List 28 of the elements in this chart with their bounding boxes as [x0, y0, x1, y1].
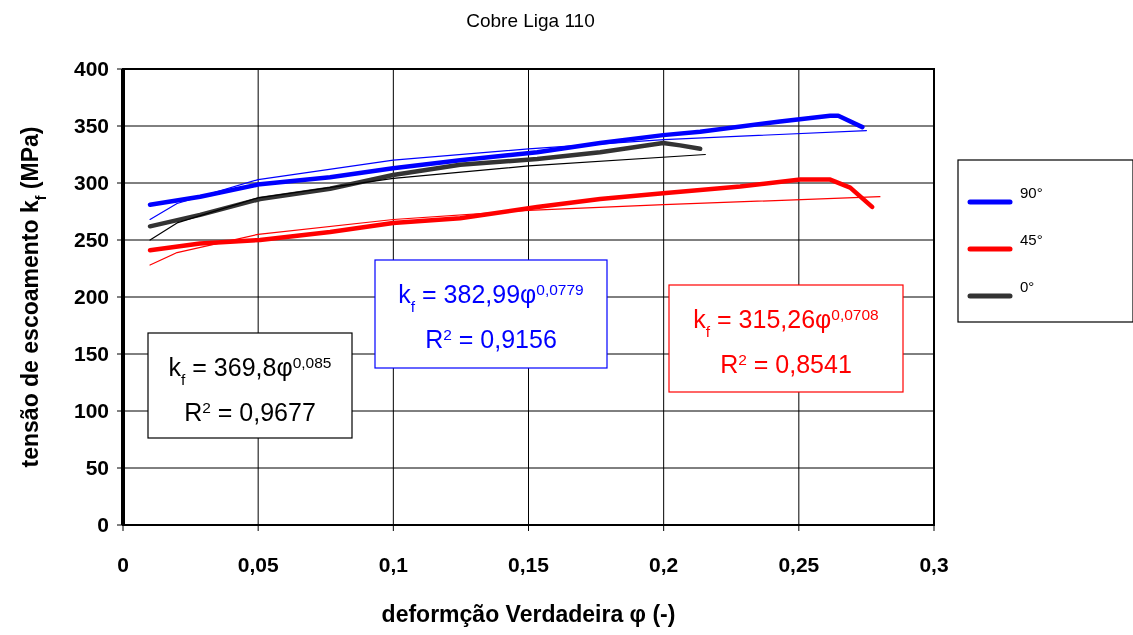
y-tick-label: 200 [73, 285, 109, 308]
x-tick-label: 0,3 [919, 553, 949, 576]
y-tick-label: 300 [73, 171, 109, 194]
chart-title: Cobre Liga 110 [466, 10, 595, 31]
y-tick-label: 50 [85, 456, 109, 479]
annotation: R$^{2}$ = 0,9156 [425, 325, 557, 353]
annotation: R$^{2}$ = 0,9677 [184, 398, 316, 426]
x-tick-label: 0,05 [237, 553, 279, 576]
annotation: k$_{f}$ = 315,26φ$^{0,0708}$ [693, 305, 879, 340]
annotation: R$^{2}$ = 0,8541 [720, 350, 852, 378]
legend-label: 90° [1020, 184, 1043, 201]
y-tick-label: 400 [73, 57, 109, 80]
x-tick-label: 0,1 [378, 553, 409, 576]
y-tick-label: 350 [73, 114, 109, 137]
annotation: k$_{f}$ = 382,99φ$^{0,0779}$ [398, 280, 584, 315]
line-series [147, 140, 703, 229]
y-tick-label: 100 [73, 399, 109, 422]
annotation: k$_{f}$ = 369,8φ$^{0,085}$ [168, 353, 332, 388]
x-tick-label: 0 [117, 553, 129, 576]
y-tick-label: 150 [73, 342, 109, 365]
y-tick-label: 250 [73, 228, 109, 251]
x-axis-title: deformção Verdadeira φ (-) [381, 601, 676, 627]
x-tick-label: 0,2 [649, 553, 679, 576]
x-tick-label: 0,25 [778, 553, 820, 576]
x-tick-label: 0,15 [508, 553, 550, 576]
y-tick-label: 0 [97, 513, 109, 536]
legend-label: 0° [1020, 278, 1035, 295]
legend-label: 45° [1020, 231, 1043, 248]
